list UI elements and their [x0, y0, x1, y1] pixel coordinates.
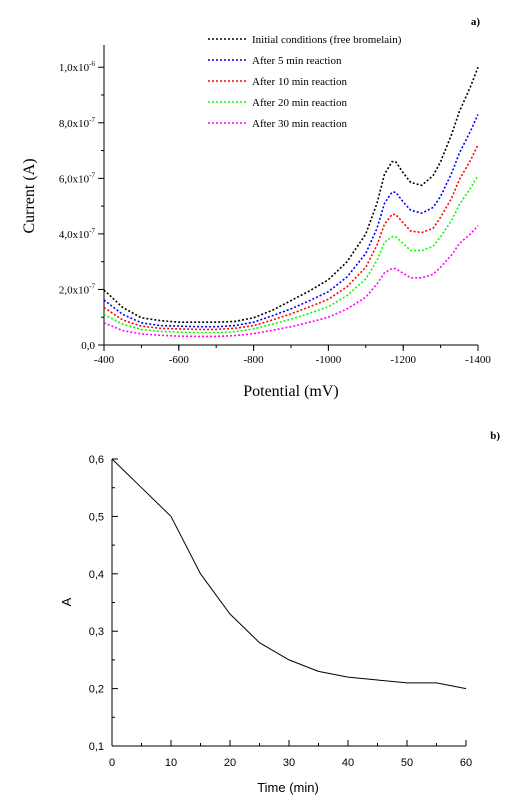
- axes-a: -400 -600 -800 -1000 -1200 -1400 0,0 2,0x10-7 4,…: [59, 45, 491, 366]
- legend-a: Initial conditions (free bromelain) After…: [208, 34, 402, 130]
- chart-a: a) -400 -600 -800 -1000 -1200 -1400 0,0 2,0x10-…: [21, 16, 491, 400]
- y-tick-label: 8,0x10-7: [59, 116, 96, 130]
- series-lines-b: [111, 458, 467, 690]
- y-tick-label: 0,4: [89, 569, 104, 581]
- series-line-3: [103, 144, 479, 331]
- y-tick-label: 4,0x10-7: [59, 227, 96, 241]
- y-axis-label-a: Current (A): [21, 158, 38, 233]
- y-tick-label: 0,5: [89, 511, 104, 523]
- legend-label-3: After 10 min reaction: [252, 76, 347, 88]
- y-tick-label: 0,2: [89, 684, 104, 696]
- y-tick-label: 1,0x10-6: [59, 60, 96, 74]
- x-tick-label: -1000: [316, 354, 342, 366]
- y-tick-label: 0,3: [89, 626, 104, 638]
- y-tick-label: 2,0x10-7: [59, 282, 96, 296]
- x-tick-label: 0: [109, 757, 115, 769]
- x-tick-label: 30: [283, 757, 295, 769]
- series-line-5: [103, 225, 479, 338]
- x-tick-label: -1400: [465, 354, 491, 366]
- chart-b: b) 0 10 20 30 40 50 60 0,1 0,2 0,3 0,4 0,5 0,6 Time …: [59, 430, 500, 795]
- y-tick-label: 0,0: [81, 340, 95, 352]
- x-tick-label: 40: [342, 757, 354, 769]
- y-tick-label: 6,0x10-7: [59, 171, 96, 185]
- series-lines-a: [103, 66, 479, 338]
- x-tick-label: 50: [401, 757, 413, 769]
- x-tick-label: 10: [165, 757, 177, 769]
- x-tick-label: -800: [244, 354, 265, 366]
- series-line-2: [103, 114, 479, 328]
- series-line-1: [103, 66, 479, 324]
- y-tick-label: 0,6: [89, 454, 104, 466]
- panel-label-a: a): [471, 16, 481, 28]
- legend-label-4: After 20 min reaction: [252, 97, 347, 109]
- panel-label-b: b): [490, 430, 500, 442]
- legend-label-5: After 30 min reaction: [252, 118, 347, 130]
- x-tick-label: -1200: [390, 354, 416, 366]
- axes-b: 0 10 20 30 40 50 60 0,1 0,2 0,3 0,4 0,5 0,6: [89, 454, 472, 769]
- legend-label-2: After 5 min reaction: [252, 55, 342, 67]
- x-tick-label: -400: [94, 354, 115, 366]
- y-tick-label: 0,1: [89, 741, 104, 753]
- x-axis-label-b: Time (min): [257, 780, 319, 795]
- x-tick-label: 20: [224, 757, 236, 769]
- y-axis-label-b: A: [59, 597, 74, 606]
- x-tick-label: 60: [460, 757, 472, 769]
- series-line-1: [111, 458, 467, 690]
- x-tick-label: -600: [169, 354, 190, 366]
- legend-label-1: Initial conditions (free bromelain): [252, 34, 402, 46]
- x-axis-label-a: Potential (mV): [243, 383, 339, 400]
- series-line-4: [103, 175, 479, 334]
